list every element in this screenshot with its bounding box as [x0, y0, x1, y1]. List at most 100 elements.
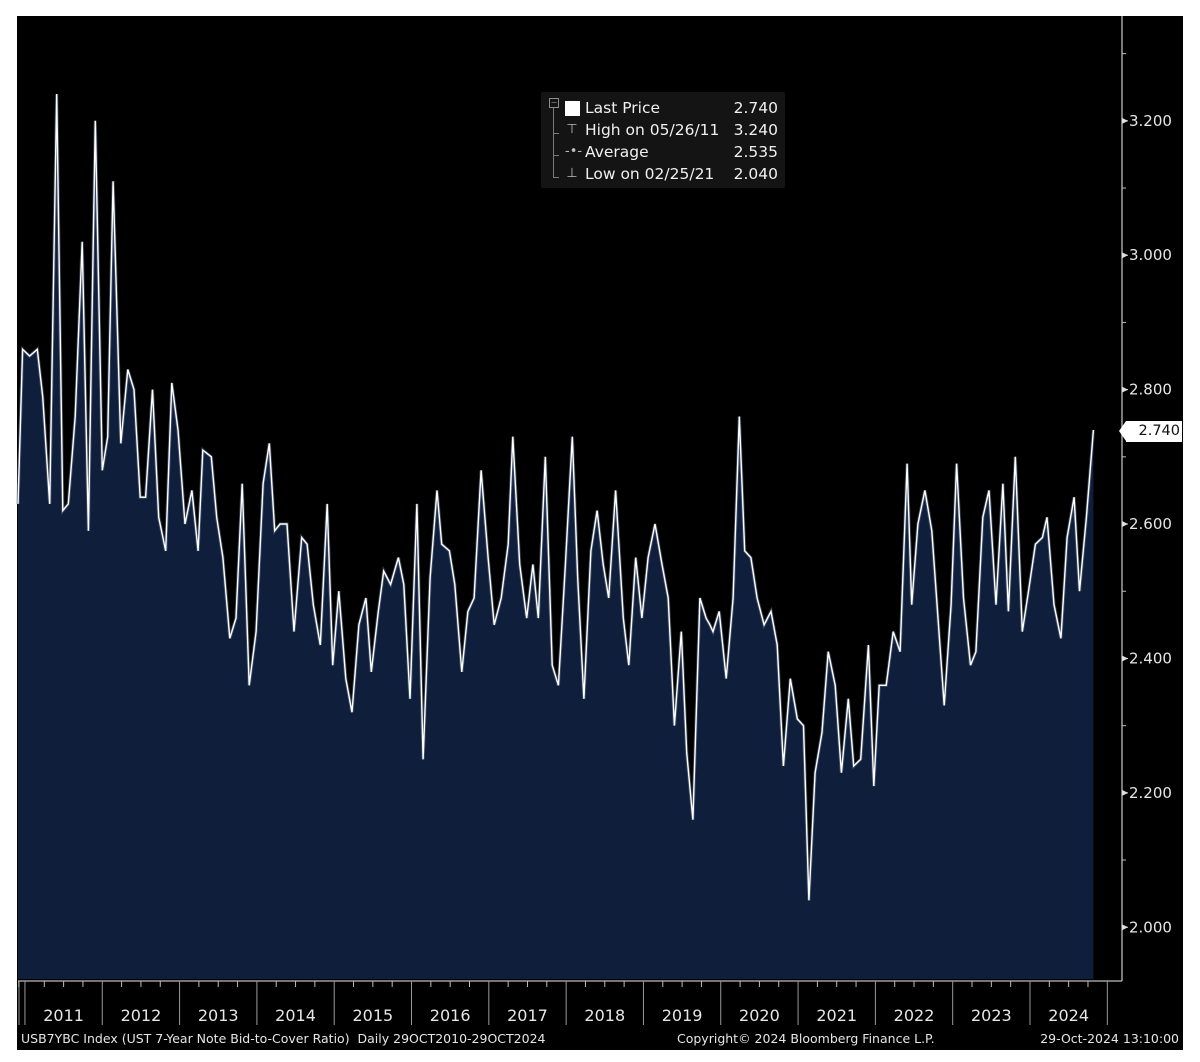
- series-line: [17, 93, 1095, 901]
- data-point: [389, 583, 391, 585]
- x-year-label: 2013: [198, 1006, 239, 1025]
- data-point: [436, 489, 438, 491]
- data-point: [429, 577, 431, 579]
- legend-tree-line: [553, 108, 554, 178]
- data-point: [441, 543, 443, 545]
- data-point: [776, 644, 778, 646]
- data-point: [279, 523, 281, 525]
- legend-item-average[interactable]: -•- Average 2.535: [541, 141, 785, 163]
- last-price-label: 2.740: [1119, 421, 1182, 442]
- x-year-label: 2012: [121, 1006, 162, 1025]
- x-year-label: 2020: [739, 1006, 780, 1025]
- data-point: [969, 664, 971, 666]
- legend-value: 2.535: [733, 143, 778, 161]
- data-point: [692, 819, 694, 821]
- collapse-icon[interactable]: −: [549, 98, 559, 108]
- data-point: [21, 348, 23, 350]
- data-point: [885, 684, 887, 686]
- legend-label: High on 05/26/11: [585, 121, 720, 139]
- data-point: [551, 664, 553, 666]
- high-marker-icon: ⊤: [566, 122, 578, 137]
- data-point: [680, 630, 682, 632]
- data-point: [94, 120, 96, 122]
- data-point: [853, 765, 855, 767]
- data-point: [351, 711, 353, 713]
- data-point: [526, 617, 528, 619]
- data-point: [191, 489, 193, 491]
- data-point: [507, 543, 509, 545]
- data-point: [268, 442, 270, 444]
- data-point: [1092, 429, 1094, 431]
- legend-tree-branch: [553, 133, 559, 134]
- data-point: [699, 597, 701, 599]
- data-point: [36, 348, 38, 350]
- legend-value: 2.040: [733, 165, 778, 183]
- x-year-label: 2022: [894, 1006, 935, 1025]
- data-point: [144, 496, 146, 498]
- data-point: [931, 530, 933, 532]
- data-point: [602, 563, 604, 565]
- data-point: [750, 556, 752, 558]
- x-year-label: 2023: [971, 1006, 1012, 1025]
- data-point: [950, 604, 952, 606]
- data-point: [326, 503, 328, 505]
- y-tick-label: 2.000: [1129, 918, 1172, 936]
- data-point: [982, 516, 984, 518]
- data-point: [358, 624, 360, 626]
- data-point: [197, 550, 199, 552]
- data-point: [802, 724, 804, 726]
- legend-item-low[interactable]: ⊥ Low on 02/25/21 2.040: [541, 163, 785, 185]
- data-point: [127, 368, 129, 370]
- data-point: [917, 523, 919, 525]
- data-point: [467, 610, 469, 612]
- data-point: [87, 530, 89, 532]
- data-point: [241, 483, 243, 485]
- data-point: [17, 503, 19, 505]
- data-point: [101, 469, 103, 471]
- data-point: [222, 556, 224, 558]
- data-point: [756, 597, 758, 599]
- data-point: [448, 550, 450, 552]
- x-year-label: 2016: [430, 1006, 471, 1025]
- data-point: [712, 630, 714, 632]
- data-point: [590, 550, 592, 552]
- data-point: [577, 577, 579, 579]
- data-point: [422, 758, 424, 760]
- data-point: [49, 503, 51, 505]
- legend-item-last-price[interactable]: Last Price 2.740: [541, 97, 785, 119]
- legend-value: 2.740: [733, 99, 778, 117]
- data-point: [235, 617, 237, 619]
- data-point: [924, 489, 926, 491]
- data-point: [608, 597, 610, 599]
- data-point: [139, 496, 141, 498]
- axis-layer: 2.000 2.200 2.400 2.600 2.800 3.000 3.200 2011 2…: [18, 16, 1172, 1025]
- data-point: [286, 523, 288, 525]
- data-point: [814, 772, 816, 774]
- data-point: [860, 758, 862, 760]
- data-point: [1066, 536, 1068, 538]
- data-point: [899, 651, 901, 653]
- legend-item-high[interactable]: ⊤ High on 05/26/11 3.240: [541, 119, 785, 141]
- data-point: [248, 684, 250, 686]
- data-point: [293, 630, 295, 632]
- footer-source: USB7YBC Index (UST 7-Year Note Bid-to-Co…: [21, 1031, 546, 1046]
- data-point: [789, 677, 791, 679]
- data-point: [480, 469, 482, 471]
- data-point: [995, 604, 997, 606]
- data-point: [596, 509, 598, 511]
- x-year-label: 2017: [507, 1006, 548, 1025]
- data-point: [763, 624, 765, 626]
- data-point: [975, 651, 977, 653]
- data-point: [1046, 516, 1048, 518]
- data-point: [202, 449, 204, 451]
- data-point: [512, 436, 514, 438]
- data-point: [892, 630, 894, 632]
- data-point: [519, 563, 521, 565]
- data-point: [557, 684, 559, 686]
- data-point: [725, 677, 727, 679]
- data-point: [210, 456, 212, 458]
- data-point: [332, 664, 334, 666]
- data-point: [338, 590, 340, 592]
- data-point: [262, 483, 264, 485]
